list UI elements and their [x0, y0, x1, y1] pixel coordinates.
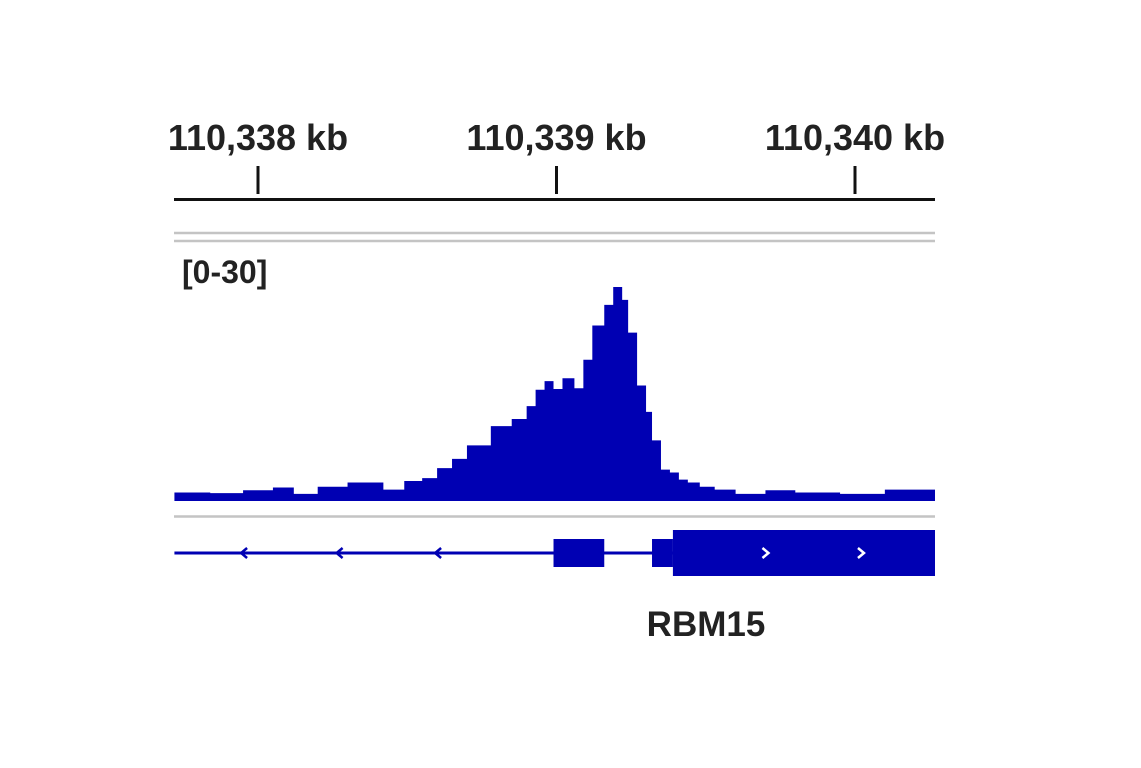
coverage-bin	[795, 492, 840, 501]
coverage-bin	[652, 440, 661, 501]
coverage-bin	[437, 468, 452, 501]
coverage-bin	[715, 490, 736, 501]
coverage-area-series-0	[174, 287, 936, 501]
gene-name-label: RBM15	[647, 605, 766, 644]
coverage-bin	[840, 494, 885, 501]
coverage-bin	[467, 445, 491, 501]
strand-arrow-right-icon	[761, 547, 771, 559]
coverage-bin	[885, 490, 935, 501]
gene-track	[174, 530, 935, 576]
ruler: 110,338 kb 110,339 kb 110,340 kb	[168, 117, 945, 201]
ruler-tick-label-0: 110,338 kb	[168, 117, 348, 158]
ruler-tick-label-2: 110,340 kb	[765, 117, 945, 158]
coverage-bin	[637, 385, 646, 501]
coverage-track: [0-30]	[174, 254, 936, 501]
track-range-label: [0-30]	[182, 254, 267, 290]
coverage-bin	[661, 470, 670, 501]
strand-arrow-left-icon	[239, 547, 248, 559]
coverage-bin	[554, 389, 563, 501]
coverage-bin	[574, 388, 583, 501]
gene-exon-coding-2	[672, 530, 935, 576]
coverage-bin	[174, 492, 210, 501]
coverage-bin	[210, 493, 243, 501]
coverage-bin	[383, 490, 404, 501]
strand-arrow-left-icon	[334, 547, 344, 559]
coverage-bin	[404, 481, 422, 501]
strand-arrow-left-icon	[433, 547, 442, 559]
coverage-bin	[536, 390, 545, 501]
coverage-bin	[294, 494, 318, 501]
coverage-bin	[736, 494, 766, 501]
coverage-bin	[512, 419, 527, 501]
ruler-ticks: 110,338 kb 110,339 kb 110,340 kb	[168, 117, 945, 194]
coverage-bin	[613, 287, 622, 501]
coverage-bin	[243, 490, 273, 501]
coverage-bin	[452, 459, 467, 501]
coverage-bin	[562, 378, 574, 501]
strand-arrow-right-icon	[857, 547, 866, 559]
coverage-bin	[604, 305, 613, 501]
coverage-bin	[622, 300, 628, 501]
coverage-bin	[422, 478, 437, 501]
coverage-bin	[527, 406, 536, 501]
coverage-bin	[491, 426, 512, 501]
coverage-bin	[348, 482, 384, 501]
coverage-bin	[583, 360, 592, 501]
coverage-bin	[318, 487, 348, 501]
coverage-bin	[545, 381, 554, 501]
gene-exon-utr-1	[652, 539, 673, 567]
coverage-bin	[592, 326, 604, 501]
coverage-bin	[700, 487, 715, 501]
ruler-tick-label-1: 110,339 kb	[466, 117, 646, 158]
coverage-bin	[679, 480, 688, 501]
coverage-bin	[670, 472, 679, 501]
coverage-bin	[688, 482, 700, 501]
coverage-series	[174, 287, 936, 501]
coverage-bin	[628, 333, 637, 501]
coverage-bin	[765, 490, 795, 501]
coverage-bin	[273, 487, 294, 501]
coverage-bin	[646, 412, 652, 501]
gene-exon-utr-0	[553, 539, 605, 567]
